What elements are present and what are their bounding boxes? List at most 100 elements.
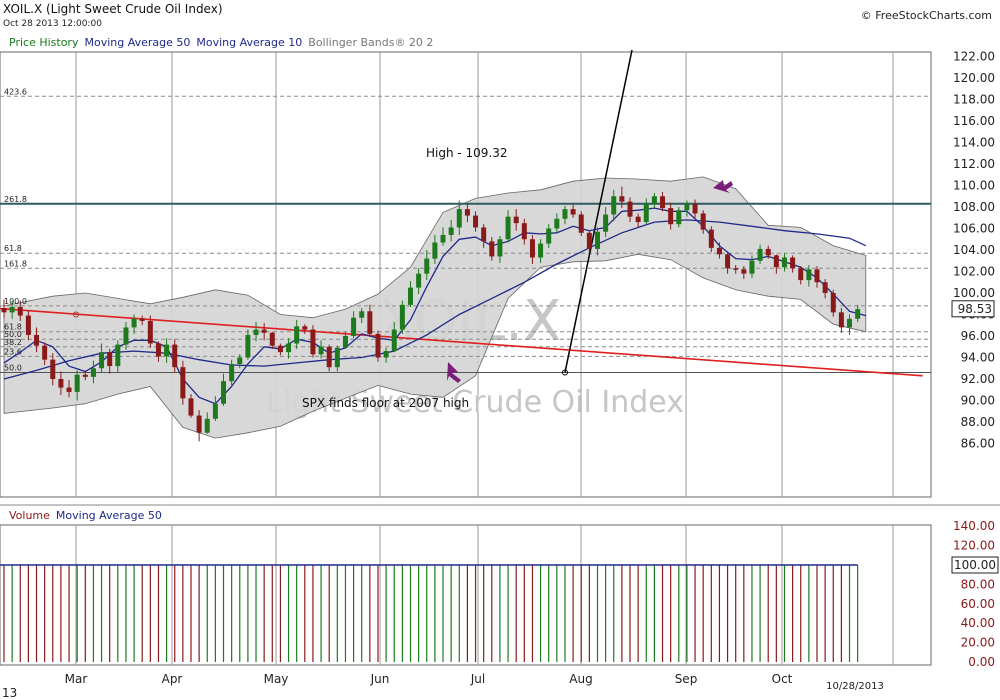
candle-body xyxy=(521,223,527,240)
candle-body xyxy=(733,268,739,270)
candle-body xyxy=(830,293,836,313)
arrow-marker-jun xyxy=(447,362,461,383)
candle-body xyxy=(716,247,722,255)
year-corner-label: 13 xyxy=(2,686,17,700)
candle-body xyxy=(741,269,747,274)
price-tick-label: 104.00 xyxy=(953,243,995,257)
candle-body xyxy=(115,344,121,367)
chart-date: Oct 28 2013 12:00:00 xyxy=(3,19,102,29)
price-tick-label: 118.00 xyxy=(953,93,995,107)
last-date-label: 10/28/2013 xyxy=(826,681,884,692)
fib-label-9: 50.0 xyxy=(4,364,22,373)
price-tick-label: 92.00 xyxy=(961,372,995,386)
candle-body xyxy=(277,345,283,353)
candle-body xyxy=(326,346,332,368)
candle-body xyxy=(408,287,413,305)
price-tick-label: 94.00 xyxy=(961,351,995,365)
candle-body xyxy=(147,320,153,344)
volume-tick-label: 0.00 xyxy=(968,655,995,669)
candle-body xyxy=(416,273,422,288)
candle-body xyxy=(456,209,462,228)
fib-label-8: 23.6 xyxy=(4,347,22,356)
candle-body xyxy=(351,317,357,336)
price-legend: Price History Moving Average 50 Moving Ave… xyxy=(9,36,439,49)
volume-tick-label: 120.00 xyxy=(953,539,995,553)
candle-body xyxy=(489,241,495,257)
candle-body xyxy=(253,329,259,335)
price-tick-label: 116.00 xyxy=(953,114,995,128)
candle-body xyxy=(790,257,796,269)
candle-body xyxy=(66,387,72,392)
candle-body xyxy=(847,318,853,328)
candle-body xyxy=(497,239,503,257)
candle-body xyxy=(814,269,820,283)
candle-body xyxy=(627,201,633,217)
month-label-mar: Mar xyxy=(65,672,88,686)
candle-body xyxy=(440,234,446,243)
month-label-aug: Aug xyxy=(569,672,592,686)
price-tick-label: 110.00 xyxy=(953,179,995,193)
candle-body xyxy=(538,243,544,258)
steep-trend-line xyxy=(564,49,633,373)
candle-body xyxy=(367,311,373,334)
candle-body xyxy=(781,257,787,268)
candle-body xyxy=(668,208,674,225)
annotation-high: High - 109.32 xyxy=(426,146,508,160)
candle-body xyxy=(17,306,23,316)
candle-body xyxy=(221,381,227,404)
legend-item-1[interactable]: Moving Average 50 xyxy=(84,36,191,49)
candle-body xyxy=(660,196,666,209)
ma50-line xyxy=(3,219,867,380)
candle-body xyxy=(123,327,129,345)
volume-legend-item-1[interactable]: Moving Average 50 xyxy=(55,509,162,522)
price-tick-label: 112.00 xyxy=(953,157,995,171)
price-tick-label: 106.00 xyxy=(953,222,995,236)
candle-body xyxy=(302,326,308,330)
steep-line-anchor xyxy=(561,369,568,376)
legend-item-3[interactable]: Bollinger Bands® 20 2 xyxy=(308,36,434,49)
fib-label-7: 38.2 xyxy=(4,338,22,347)
candle-body xyxy=(237,357,243,364)
candle-body xyxy=(586,232,592,249)
candle-body xyxy=(611,196,617,215)
legend-item-2[interactable]: Moving Average 10 xyxy=(196,36,303,49)
candle-body xyxy=(391,329,397,352)
candle-body xyxy=(99,352,105,369)
volume-tick-label: 140.00 xyxy=(953,519,995,533)
candle-body xyxy=(74,374,80,392)
candle-body xyxy=(342,336,348,348)
candle-body xyxy=(651,196,657,204)
candle-body xyxy=(546,228,552,244)
candle-body xyxy=(155,343,161,357)
annotation-spx: SPX finds floor at 2007 high xyxy=(302,396,469,410)
candle-body xyxy=(855,309,861,319)
candle-body xyxy=(838,312,844,328)
fib-label-0: 423.6 xyxy=(4,87,27,96)
month-label-apr: Apr xyxy=(162,672,183,686)
candle-body xyxy=(692,203,698,214)
candle-body xyxy=(334,347,340,368)
candle-body xyxy=(34,334,40,346)
last-volume-label: 100.00 xyxy=(954,558,996,572)
candle-body xyxy=(822,282,828,293)
fib-label-6: 50.0 xyxy=(4,330,22,339)
fib-label-2: 61.8 xyxy=(4,244,22,253)
candle-body xyxy=(749,260,755,274)
volume-legend-item-0[interactable]: Volume xyxy=(9,509,50,522)
candle-body xyxy=(286,343,292,353)
legend-item-0[interactable]: Price History xyxy=(9,36,79,49)
candle-body xyxy=(448,227,454,235)
candle-body xyxy=(1,308,7,313)
candle-body xyxy=(603,214,609,232)
candle-body xyxy=(643,203,649,223)
volume-panel xyxy=(0,524,932,666)
brand-credit: © FreeStockCharts.com xyxy=(860,9,992,22)
candle-body xyxy=(424,258,430,274)
candle-body xyxy=(684,203,690,211)
fib-label-4: 100.0 xyxy=(4,297,27,306)
candle-body xyxy=(131,318,137,328)
candle-body xyxy=(432,242,438,259)
candle-body xyxy=(464,209,470,216)
candle-body xyxy=(562,209,568,219)
